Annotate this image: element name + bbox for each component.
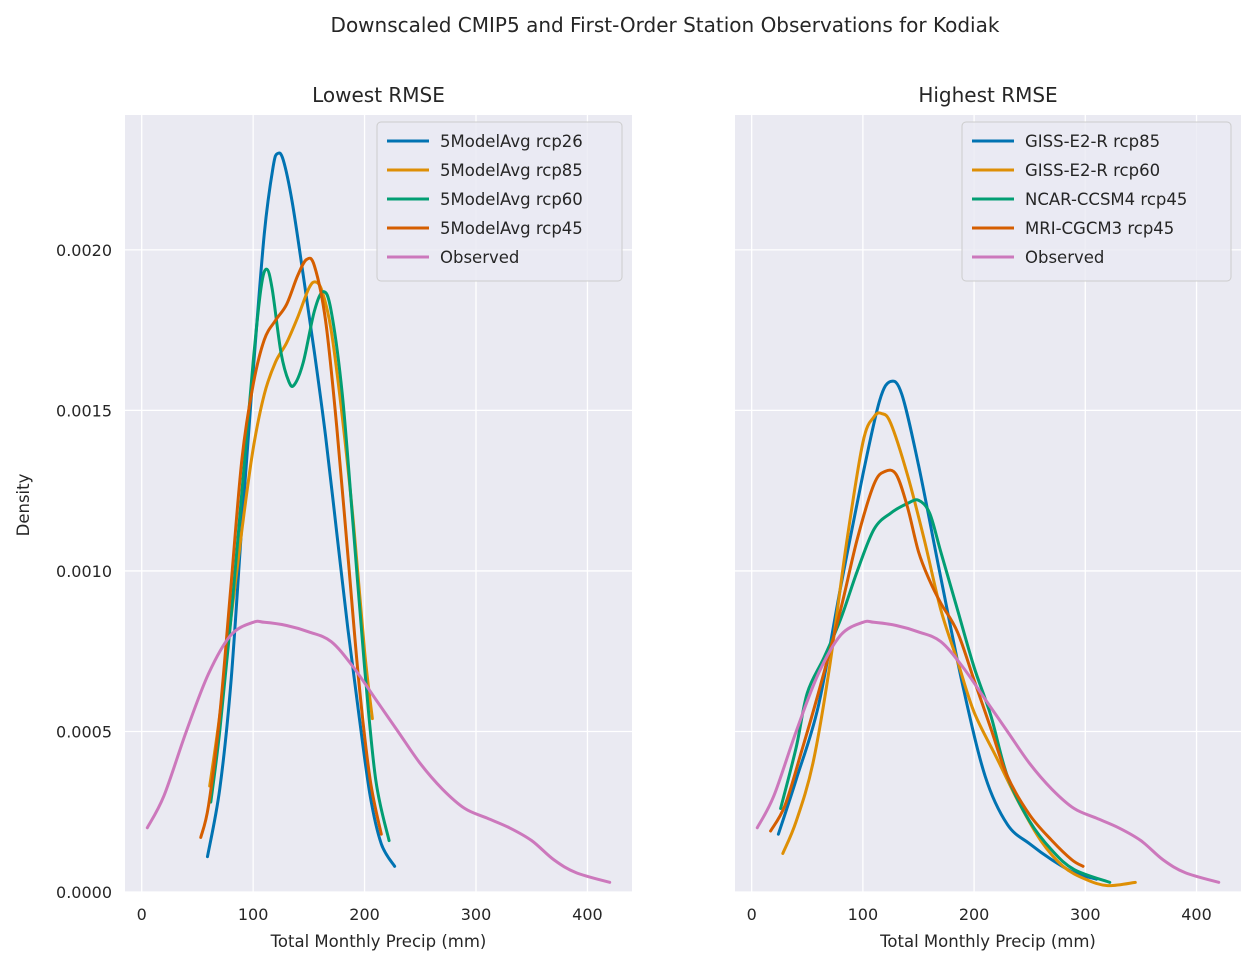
- panel0-x-tick-label: 400: [572, 905, 603, 924]
- panel0-legend-label: 5ModelAvg rcp60: [440, 190, 583, 209]
- panel1-series-giss-e2-r-rcp85: [776, 379, 1098, 881]
- panel-lowest-rmse: 0 100 200 300 400 0.0000 0.0005 0.0010 0.0015 0.0…: [56, 83, 632, 951]
- panel1-series-observed: [755, 619, 1221, 884]
- panel1-x-tick-label: 300: [1070, 905, 1101, 924]
- panel1-title: Highest RMSE: [918, 83, 1057, 107]
- panel0-x-axis-label: Total Monthly Precip (mm): [270, 932, 487, 951]
- panel0-legend: 5ModelAvg rcp26 5ModelAvg rcp85 5ModelAvg …: [376, 121, 623, 282]
- panel1-legend-label: GISS-E2-R rcp60: [1025, 161, 1160, 180]
- panel1-legend-label: NCAR-CCSM4 rcp45: [1025, 190, 1187, 209]
- y-axis-label: Density: [14, 473, 33, 536]
- panel0-y-tick-label: 0.0000: [56, 883, 112, 902]
- panel1-x-tick-label: 100: [848, 905, 879, 924]
- panel0-series-5modelavg-rcp60: [209, 267, 391, 843]
- panel1-legend: GISS-E2-R rcp85 GISS-E2-R rcp60 NCAR-CCSM4…: [961, 121, 1232, 282]
- panel1-x-tick-label: 0: [747, 905, 757, 924]
- panel1-legend-box: [961, 121, 1232, 282]
- panel0-y-tick-label: 0.0020: [56, 241, 112, 260]
- panel0-y-tick-label: 0.0005: [56, 722, 112, 741]
- panel1-x-tick-label: 200: [959, 905, 990, 924]
- panel1-legend-label: Observed: [1025, 248, 1104, 267]
- panel0-y-tick-label: 0.0010: [56, 562, 112, 581]
- panel0-legend-label: 5ModelAvg rcp45: [440, 219, 583, 238]
- panel0-legend-box: [376, 121, 623, 282]
- panel1-legend-label: MRI-CGCM3 rcp45: [1025, 219, 1174, 238]
- panel1-series-ncar-ccsm4-rcp45: [779, 498, 1112, 884]
- panel0-x-tick-label: 200: [349, 905, 380, 924]
- panel0-x-tick-label: 300: [461, 905, 492, 924]
- panel0-legend-label: 5ModelAvg rcp26: [440, 132, 583, 151]
- panel-highest-rmse: 0 100 200 300 400 Total Monthly Precip (mm) Hi…: [735, 83, 1241, 951]
- panel0-legend-label: Observed: [440, 248, 519, 267]
- panel0-title: Lowest RMSE: [312, 83, 445, 107]
- panel1-legend-label: GISS-E2-R rcp85: [1025, 132, 1160, 151]
- panel1-x-axis-label: Total Monthly Precip (mm): [879, 932, 1096, 951]
- panel1-series-mri-cgcm3-rcp45: [769, 468, 1085, 868]
- panel0-x-tick-label: 0: [137, 905, 147, 924]
- panel0-series-observed: [145, 619, 612, 884]
- panel0-y-tick-label: 0.0015: [56, 401, 112, 420]
- panel0-x-tick-label: 100: [238, 905, 269, 924]
- figure-title: Downscaled CMIP5 and First-Order Station…: [331, 13, 1000, 37]
- panel0-legend-label: 5ModelAvg rcp85: [440, 161, 583, 180]
- panel0-series-5modelavg-rcp45: [199, 256, 383, 839]
- panel1-x-tick-label: 400: [1181, 905, 1212, 924]
